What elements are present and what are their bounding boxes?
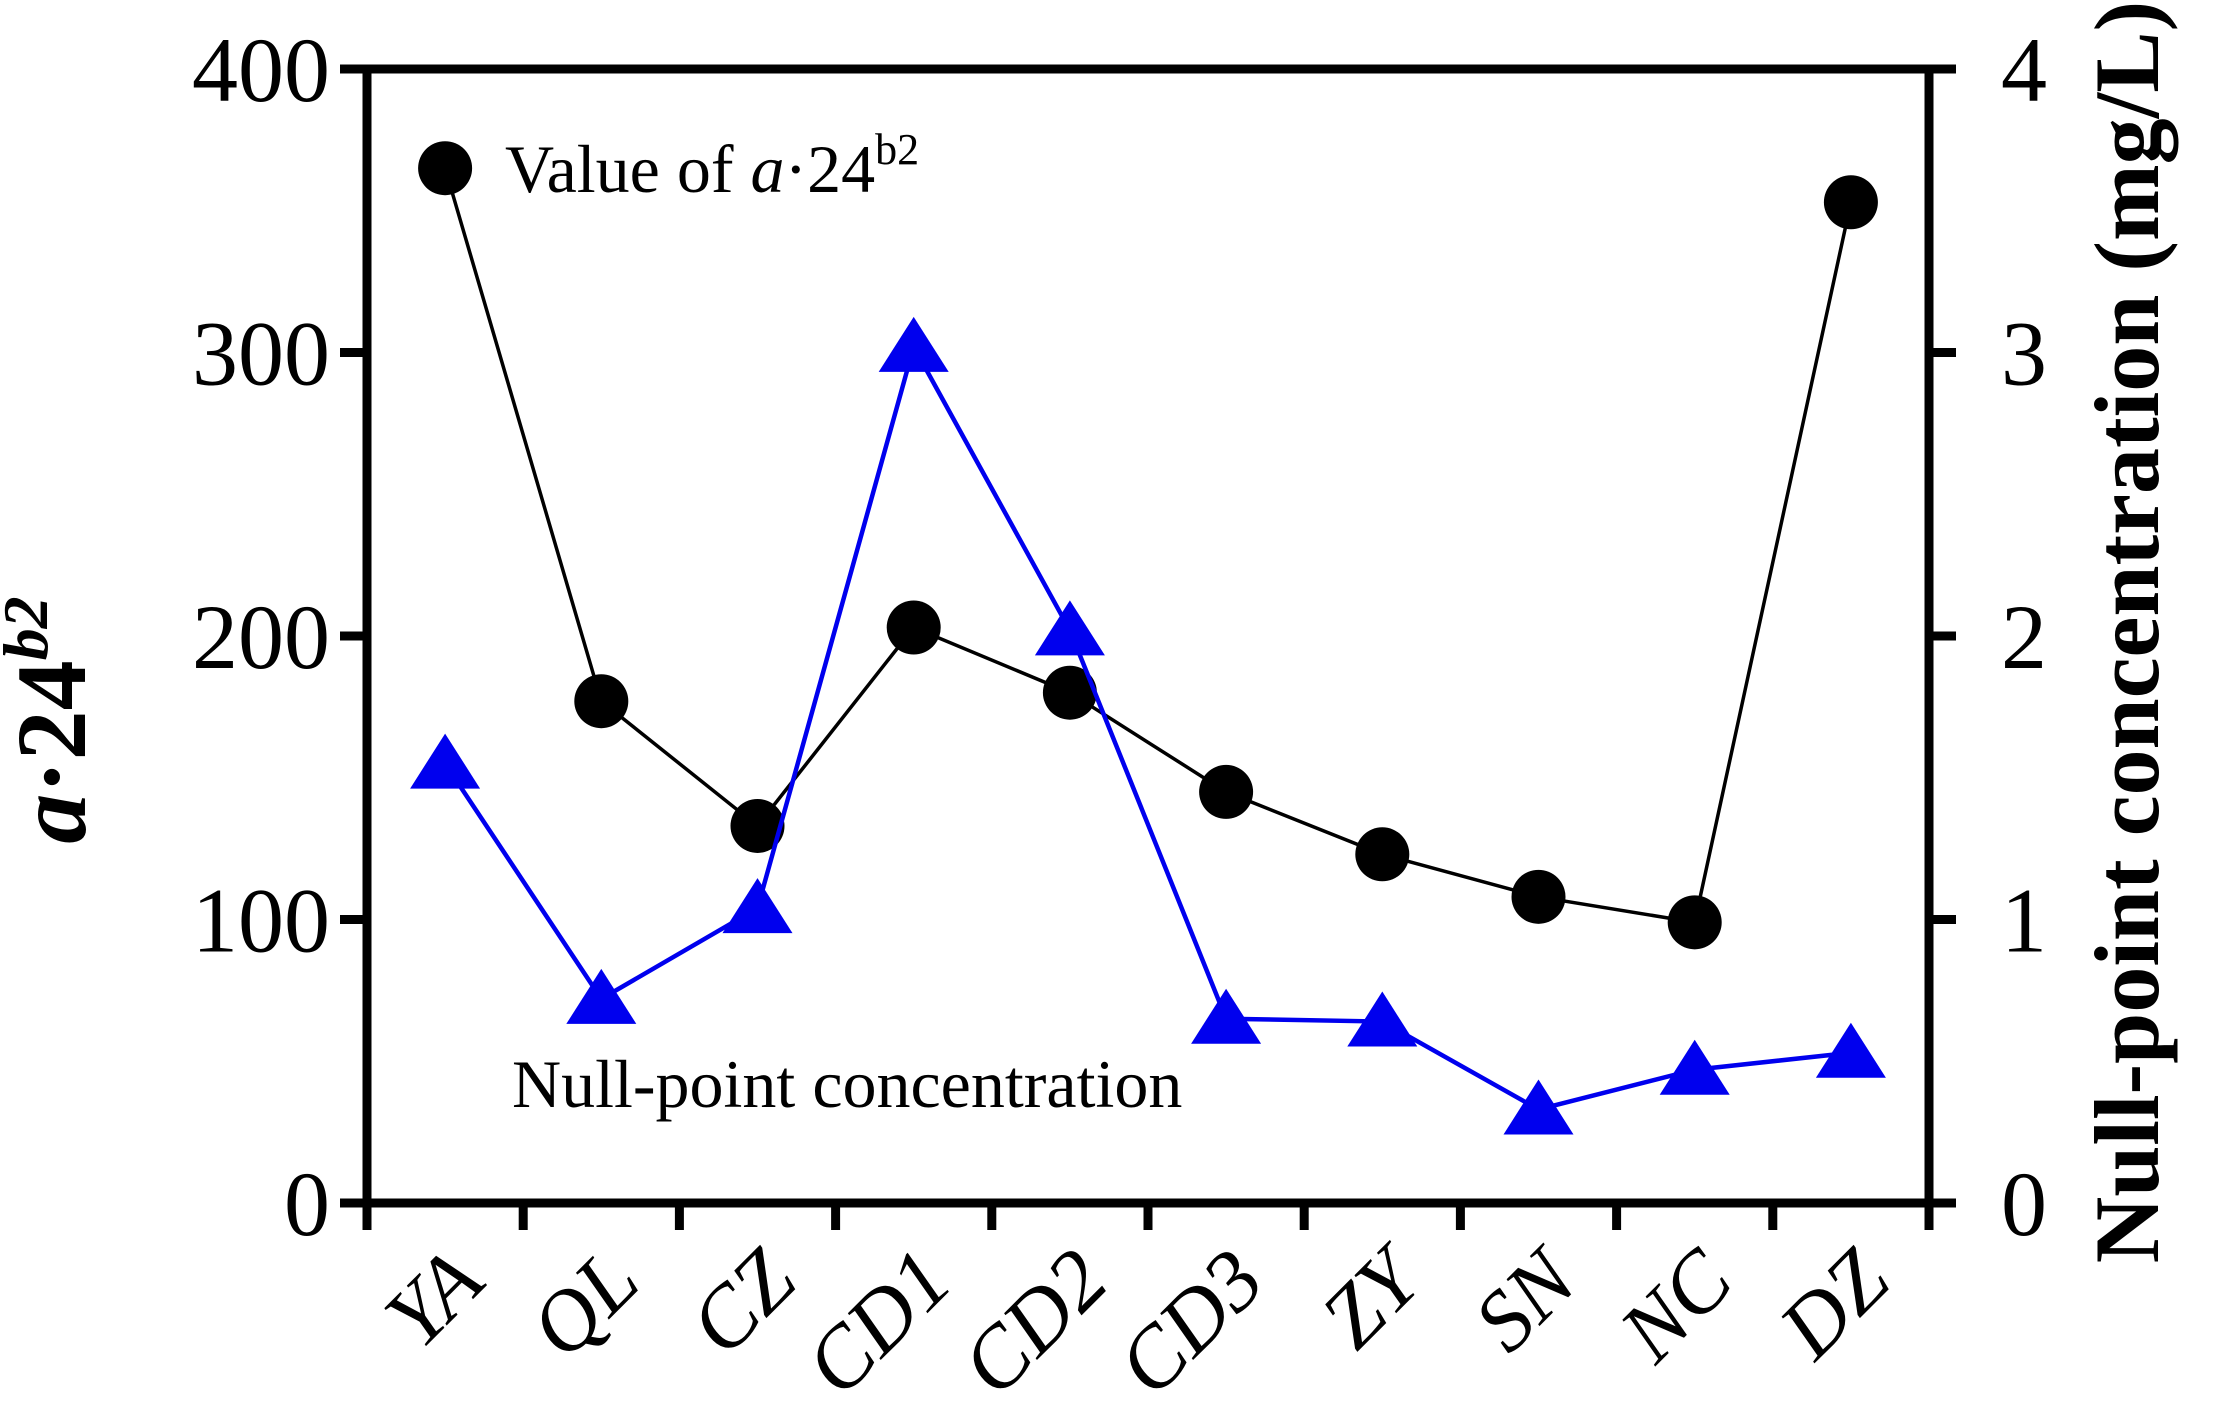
x-tick-label: NC — [1600, 1229, 1751, 1380]
series1-annotation: Value of a·24b2 — [505, 125, 919, 207]
plot-frame — [362, 64, 1934, 1208]
data-point-triangle — [722, 878, 793, 934]
data-point-triangle — [566, 968, 637, 1024]
series2-annotation: Null-point concentration — [512, 1046, 1182, 1122]
data-point-circle — [574, 674, 629, 729]
left-tick-label: 100 — [192, 870, 330, 972]
series-line — [443, 167, 1853, 925]
right-tick-label: 4 — [2001, 19, 2047, 121]
x-tick-label: SN — [1455, 1227, 1597, 1369]
right-tick-label: 3 — [2001, 303, 2047, 405]
x-tick-label: ZY — [1302, 1225, 1443, 1366]
series-null-point — [410, 316, 1886, 1135]
data-point-circle — [1199, 764, 1254, 819]
data-point-circle — [730, 798, 785, 853]
series-line — [443, 340, 1852, 1112]
data-point-circle — [1511, 869, 1566, 924]
data-point-circle — [1042, 665, 1097, 720]
data-point-triangle — [1347, 991, 1418, 1047]
right-tick-label: 1 — [2001, 870, 2047, 972]
data-point-triangle — [878, 316, 949, 372]
data-point-triangle — [1034, 600, 1105, 656]
left-axis-tick-labels: 0 100 200 300 400 — [192, 19, 330, 1255]
series-a24b2 — [418, 141, 1878, 950]
right-axis-tick-labels: 0 1 2 3 4 — [2001, 19, 2047, 1255]
data-point-circle — [1823, 175, 1878, 230]
data-point-triangle — [1659, 1039, 1730, 1095]
x-tick-label: CD3 — [1099, 1231, 1282, 1401]
right-axis-title: Null-point concentration (mg/L) — [2076, 1, 2178, 1263]
left-tick-label: 0 — [284, 1153, 330, 1255]
x-tick-label: CD1 — [786, 1231, 969, 1401]
data-point-circle — [1667, 895, 1722, 950]
x-tick-label: DZ — [1760, 1230, 1907, 1377]
left-axis-title: a·24b2 — [0, 596, 107, 843]
left-tick-label: 300 — [192, 303, 330, 405]
data-point-triangle — [1191, 988, 1262, 1044]
data-point-triangle — [1503, 1079, 1574, 1135]
data-point-circle — [886, 600, 941, 655]
data-series — [410, 141, 1886, 1135]
x-tick-label: YA — [366, 1230, 501, 1365]
left-tick-label: 200 — [192, 586, 330, 688]
right-tick-label: 0 — [2001, 1153, 2047, 1255]
data-point-circle — [418, 141, 473, 196]
axis-tick-marks — [340, 64, 1956, 1230]
right-tick-label: 2 — [2001, 586, 2047, 688]
data-point-triangle — [1815, 1022, 1886, 1078]
data-point-circle — [1355, 827, 1410, 882]
left-tick-label: 400 — [192, 19, 330, 121]
x-tick-label: CD2 — [943, 1231, 1126, 1401]
x-tick-label: QL — [511, 1231, 657, 1377]
data-point-triangle — [410, 733, 481, 789]
